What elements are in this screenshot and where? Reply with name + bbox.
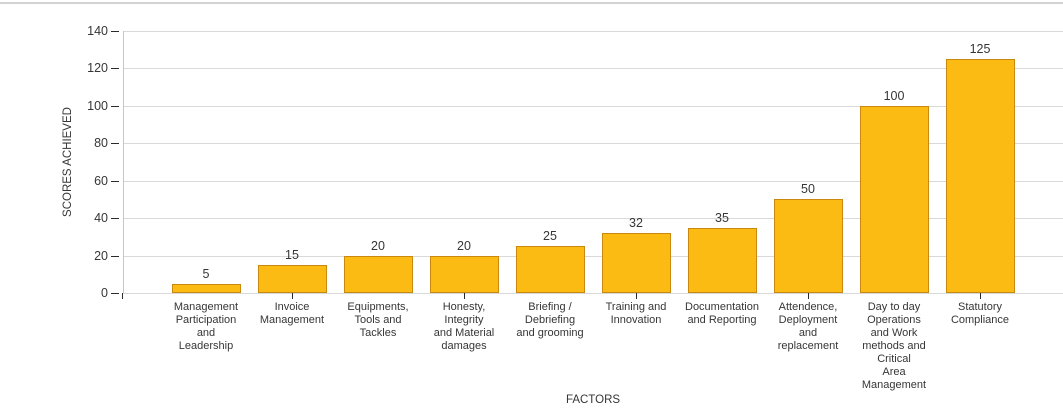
category-label-line: Compliance xyxy=(950,314,1010,326)
category-tick-mark xyxy=(808,293,809,299)
bar-value-label: 20 xyxy=(457,238,471,253)
y-tick-mark xyxy=(111,143,119,145)
y-axis-line xyxy=(123,31,124,293)
category-label-line: Honesty, xyxy=(442,301,486,313)
category-label-line: Day to day xyxy=(867,301,921,313)
category-label-line: Leadership xyxy=(178,340,234,352)
bar-value-label: 32 xyxy=(629,216,643,231)
y-tick-label: 120 xyxy=(87,61,108,76)
gridline xyxy=(123,143,1063,145)
category-label-line: replacement xyxy=(777,340,839,352)
bar-value-label: 125 xyxy=(969,42,991,57)
bar xyxy=(171,283,241,293)
category-label-line: Debriefing xyxy=(524,314,576,326)
category-label-line: Documentation xyxy=(685,301,759,313)
bar xyxy=(601,233,671,293)
category-label-line: Participation xyxy=(175,314,237,326)
bar-value-label: 15 xyxy=(285,247,299,262)
y-tick-mark xyxy=(111,180,119,182)
y-tick-label: 80 xyxy=(94,136,108,151)
category-label: Statutory Compliance xyxy=(932,301,1028,327)
y-tick-mark xyxy=(111,293,119,294)
bar xyxy=(343,255,413,293)
bar-value-label: 100 xyxy=(883,88,905,103)
y-tick-label: 20 xyxy=(94,248,108,263)
gridline xyxy=(123,218,1063,220)
category-label-line: Innovation xyxy=(610,314,662,326)
gridline xyxy=(123,31,1063,32)
category-tick-mark xyxy=(292,293,293,299)
bar xyxy=(687,227,757,293)
category-label-line: Deployment xyxy=(778,314,838,326)
y-tick-label: 60 xyxy=(94,173,108,188)
bar-value-label: 5 xyxy=(202,266,210,281)
category-label-line: Management xyxy=(173,301,239,313)
category-label: Management Participation and Leadership xyxy=(158,301,254,353)
category-label-line: Critical xyxy=(877,353,911,365)
category-label-line: Equipments, xyxy=(347,301,409,313)
gridline xyxy=(123,105,1063,107)
category-label-line: and grooming xyxy=(516,327,584,339)
category-label-line: Area xyxy=(882,366,906,378)
category-label-line: damages xyxy=(441,340,487,352)
category-label: Honesty, Integrity and Material damages xyxy=(416,301,512,353)
category-label: Documentation and Reporting xyxy=(674,301,770,327)
category-label: Training and Innovation xyxy=(588,301,684,327)
category-tick-mark xyxy=(464,293,465,299)
category-label-line: Briefing / xyxy=(528,301,572,313)
category-label-line: Invoice xyxy=(274,301,310,313)
y-tick-mark xyxy=(111,68,119,70)
category-label-line: Statutory xyxy=(957,301,1003,313)
x-axis-title: FACTORS xyxy=(565,394,621,406)
category-tick-mark xyxy=(636,293,637,299)
gridline xyxy=(123,68,1063,70)
window-top-border xyxy=(0,2,1063,4)
bar xyxy=(945,59,1015,293)
y-tick-mark xyxy=(111,31,119,32)
y-tick-label: 140 xyxy=(87,24,108,38)
bar xyxy=(515,246,585,293)
category-label-line: Attendence, xyxy=(778,301,838,313)
category-label: Day to day Operations and Work methods and C… xyxy=(846,301,942,392)
y-tick-mark xyxy=(111,105,119,107)
category-label: Invoice Management xyxy=(244,301,340,327)
category-label-line: Training and xyxy=(605,301,667,313)
bar-value-label: 35 xyxy=(715,210,729,225)
bar-value-label: 50 xyxy=(801,182,815,197)
category-label-line: Tackles xyxy=(359,327,397,339)
bar xyxy=(859,105,929,293)
bar-value-label: 25 xyxy=(543,229,557,244)
bar-value-label: 20 xyxy=(371,238,385,253)
category-label-line: Integrity xyxy=(444,314,484,326)
y-tick-label: 40 xyxy=(94,211,108,226)
category-label-line: Tools and xyxy=(354,314,402,326)
gridline xyxy=(123,255,1063,257)
y-tick-mark xyxy=(111,218,119,220)
y-tick-mark xyxy=(111,255,119,257)
x-axis-origin-tick xyxy=(122,293,123,299)
category-label-line: and xyxy=(196,327,216,339)
category-label-line: Management xyxy=(259,314,325,326)
bar xyxy=(773,199,843,293)
category-label: Attendence, Deployment and replacement xyxy=(760,301,856,353)
category-label-line: and Work xyxy=(870,327,918,339)
category-label-line: and xyxy=(798,327,818,339)
gridline xyxy=(123,180,1063,182)
bar xyxy=(429,255,499,293)
gridline xyxy=(123,293,1063,294)
category-tick-mark xyxy=(980,293,981,299)
category-label-line: and Material xyxy=(433,327,495,339)
category-label-line: Management xyxy=(861,379,927,391)
bar xyxy=(257,264,327,293)
category-label: Equipments, Tools and Tackles xyxy=(330,301,426,340)
y-tick-label: 0 xyxy=(101,286,108,300)
category-label-line: Operations xyxy=(867,314,921,326)
y-tick-label: 100 xyxy=(87,98,108,113)
category-label: Briefing / Debriefing and grooming xyxy=(502,301,598,340)
y-axis-title: SCORES ACHIEVED xyxy=(62,107,74,217)
category-label-line: methods and xyxy=(862,340,926,352)
category-label-line: and Reporting xyxy=(687,314,757,326)
